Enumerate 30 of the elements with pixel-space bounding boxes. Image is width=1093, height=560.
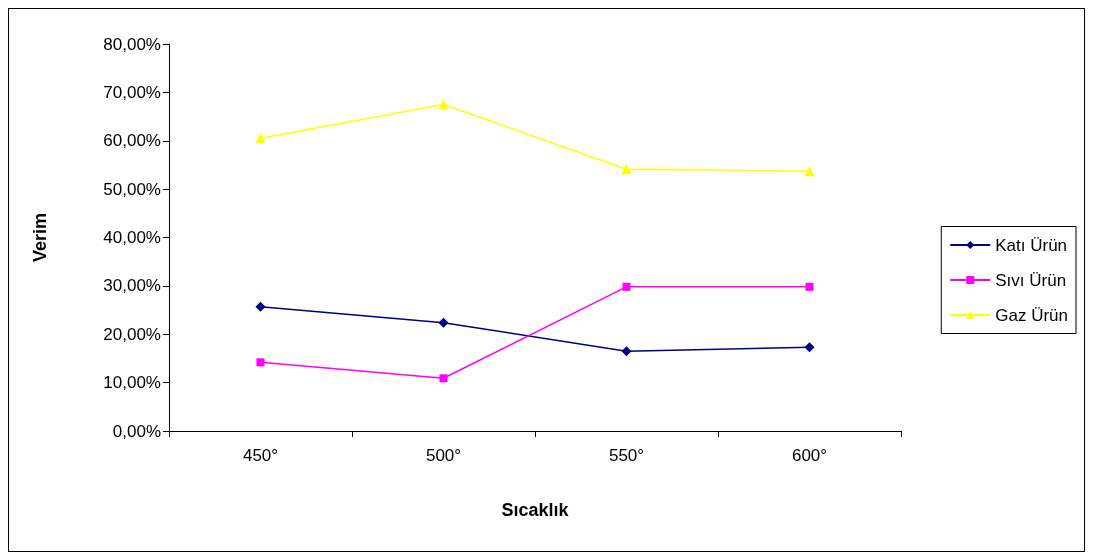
point bbox=[255, 301, 266, 312]
point bbox=[621, 164, 632, 175]
y-tick-label: 70,00% bbox=[103, 82, 161, 102]
point bbox=[621, 346, 632, 357]
legend-label: Sıvı Ürün bbox=[995, 270, 1067, 290]
legend-label: Katı Ürün bbox=[995, 235, 1068, 255]
x-tick-label: 450° bbox=[242, 446, 279, 465]
x-axis-title: Sıcaklık bbox=[501, 500, 570, 520]
point bbox=[438, 99, 449, 110]
x-tick-label: 500° bbox=[425, 446, 462, 465]
y-tick-label: 60,00% bbox=[103, 131, 161, 151]
y-tick-label: 30,00% bbox=[103, 276, 161, 296]
point bbox=[622, 282, 631, 291]
x-tick-label: 550° bbox=[608, 446, 645, 465]
y-tick-label: 50,00% bbox=[103, 179, 161, 199]
y-tick-label: 20,00% bbox=[103, 324, 161, 344]
point bbox=[256, 358, 265, 367]
point bbox=[438, 317, 449, 328]
y-tick-label: 40,00% bbox=[103, 228, 161, 247]
y-axis-title: Verim bbox=[30, 212, 50, 263]
point bbox=[804, 166, 815, 177]
y-tick-label: 10,00% bbox=[103, 373, 161, 393]
point bbox=[804, 342, 815, 353]
point bbox=[805, 282, 814, 291]
legend-label: Gaz Ürün bbox=[995, 305, 1068, 325]
x-tick-label: 600° bbox=[791, 446, 828, 465]
y-tick-label: 0,00% bbox=[112, 421, 161, 441]
point bbox=[439, 374, 448, 383]
y-tick-label: 80,00% bbox=[103, 34, 161, 54]
point bbox=[255, 133, 266, 144]
